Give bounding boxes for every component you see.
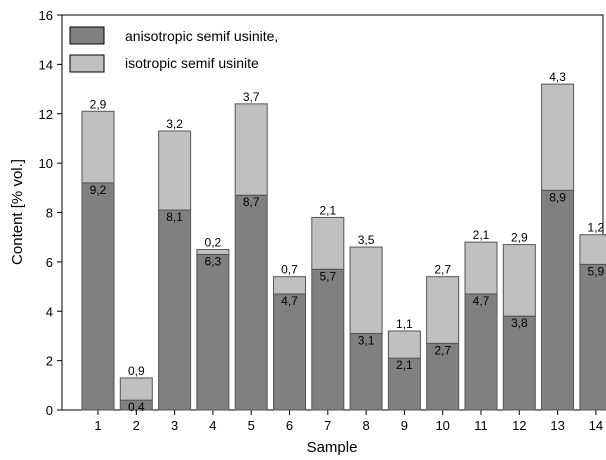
y-tick-label: 10	[39, 156, 53, 171]
data-label-anisotropic: 0,4	[128, 400, 145, 414]
x-tick-label: 14	[589, 418, 603, 433]
x-axis-title: Sample	[307, 439, 358, 456]
bar-isotropic	[234, 103, 268, 196]
bar-anisotropic	[196, 253, 230, 411]
data-label-anisotropic: 4,7	[473, 294, 490, 308]
x-tick-label: 4	[209, 418, 216, 433]
bar-anisotropic	[234, 194, 268, 411]
x-tick-label: 8	[362, 418, 369, 433]
y-axis: 0 2 4 6 8 10 12 14 16	[39, 8, 62, 418]
bar-anisotropic	[311, 268, 345, 411]
bar-anisotropic	[273, 293, 306, 411]
data-label-anisotropic: 8,1	[166, 210, 183, 224]
y-axis-title: Content [% vol.]	[9, 159, 26, 265]
x-tick-label: 11	[474, 418, 488, 433]
bar-anisotropic	[464, 293, 498, 411]
bar-anisotropic	[502, 315, 536, 411]
bar-isotropic	[464, 241, 498, 295]
data-label-isotropic: 1,2	[588, 221, 605, 235]
x-tick-label: 9	[401, 418, 408, 433]
y-tick-label: 0	[46, 403, 53, 418]
data-label-anisotropic: 8,9	[549, 190, 566, 204]
bar-isotropic	[119, 377, 153, 401]
y-tick-label: 12	[39, 107, 53, 122]
bar-anisotropic	[81, 182, 115, 411]
data-label-isotropic: 2,9	[90, 97, 107, 111]
bar-anisotropic	[579, 263, 606, 411]
bar-isotropic	[541, 83, 575, 191]
y-tick-label: 14	[39, 57, 53, 72]
bar-isotropic	[81, 110, 115, 184]
data-label-isotropic: 2,7	[434, 263, 451, 277]
y-tick-label: 4	[46, 304, 53, 319]
data-label-isotropic: 3,7	[243, 90, 260, 104]
data-label-isotropic: 0,2	[205, 236, 222, 250]
y-tick-label: 2	[46, 354, 53, 369]
data-label-group: 9,2 2,9 0,4 0,9 8,1 3,2 6,3 0,2 8,7 3,7 4,7 0,7 5,7 2…	[90, 70, 605, 414]
data-label-anisotropic: 2,7	[434, 343, 451, 357]
bar-isotropic	[579, 234, 606, 265]
x-tick-label: 5	[248, 418, 255, 433]
x-axis: 1 2 3 4 5 6 7 8 9 10 11 12 13 14	[94, 410, 603, 433]
x-tick-label: 12	[512, 418, 526, 433]
data-label-isotropic: 1,1	[396, 317, 413, 331]
bar-anisotropic	[158, 209, 192, 411]
data-label-isotropic: 4,3	[549, 70, 566, 84]
data-label-isotropic: 0,9	[128, 364, 145, 378]
legend: anisotropic semif usinite, isotropic sem…	[69, 26, 278, 73]
data-label-anisotropic: 3,8	[511, 316, 528, 330]
data-label-isotropic: 2,9	[511, 231, 528, 245]
data-label-isotropic: 3,2	[166, 117, 183, 131]
data-label-anisotropic: 9,2	[90, 183, 107, 197]
x-tick-label: 7	[324, 418, 331, 433]
bar-isotropic	[502, 244, 536, 317]
x-tick-label: 13	[550, 418, 564, 433]
bar-isotropic	[311, 216, 345, 270]
data-label-isotropic: 2,1	[319, 203, 336, 217]
x-tick-label: 10	[435, 418, 449, 433]
bar-isotropic	[158, 130, 192, 211]
x-tick-label: 6	[286, 418, 293, 433]
bar-anisotropic	[426, 342, 460, 411]
bar-isotropic	[349, 246, 383, 334]
bar-isotropic	[426, 276, 460, 344]
bar-anisotropic	[387, 357, 421, 411]
data-label-anisotropic: 5,7	[319, 269, 336, 283]
bar-anisotropic	[541, 189, 575, 411]
y-tick-label: 8	[46, 206, 53, 221]
legend-swatch-isotropic	[69, 54, 105, 73]
legend-label-isotropic: isotropic semif usinite	[125, 55, 259, 71]
x-tick-label: 2	[133, 418, 140, 433]
legend-label-anisotropic: anisotropic semif usinite,	[125, 28, 278, 44]
y-tick-label: 16	[39, 8, 53, 23]
bar-isotropic	[196, 249, 230, 255]
legend-swatch-anisotropic	[69, 26, 105, 45]
bar-isotropic	[273, 276, 306, 295]
data-label-anisotropic: 2,1	[396, 358, 413, 372]
data-label-anisotropic: 8,7	[243, 195, 260, 209]
bar-anisotropic	[349, 332, 383, 411]
data-label-isotropic: 3,5	[358, 233, 375, 247]
y-tick-label: 6	[46, 255, 53, 270]
x-tick-label: 3	[171, 418, 178, 433]
x-tick-label: 1	[94, 418, 101, 433]
bar-series-group	[81, 83, 606, 411]
data-label-anisotropic: 3,1	[358, 333, 375, 347]
bar-isotropic	[387, 330, 421, 359]
data-label-anisotropic: 4,7	[281, 294, 298, 308]
data-label-isotropic: 2,1	[473, 228, 490, 242]
data-label-isotropic: 0,7	[281, 263, 298, 277]
data-label-anisotropic: 6,3	[205, 254, 222, 268]
data-label-anisotropic: 5,9	[588, 264, 605, 278]
